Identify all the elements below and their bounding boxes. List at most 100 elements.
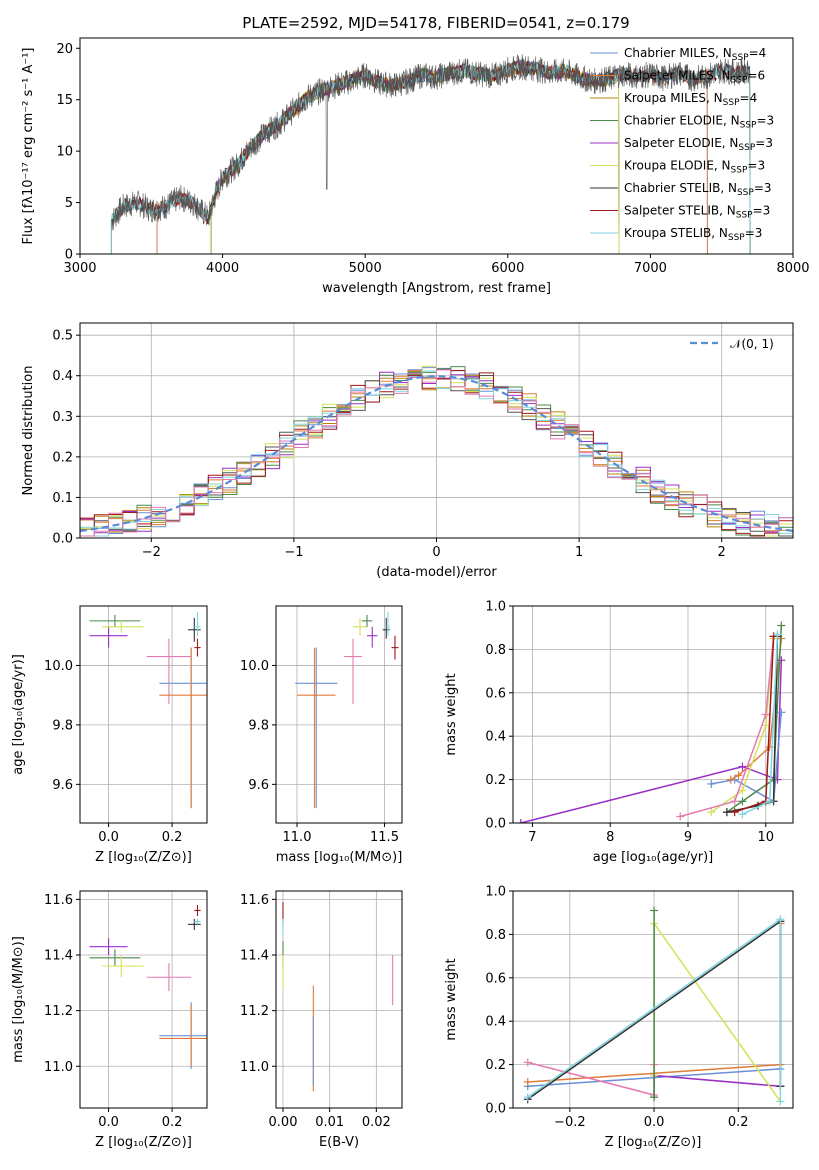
legend-entry: Chabrier STELIB, NSSP=3 bbox=[624, 181, 772, 198]
axes-frame bbox=[79, 605, 208, 824]
x-tick-label: 7000 bbox=[634, 261, 667, 276]
x-axis-label: (data-model)/error bbox=[376, 565, 497, 580]
y-axis-label: Flux [fλ10⁻¹⁷ erg cm⁻² s⁻¹ A⁻¹] bbox=[21, 48, 36, 245]
x-axis-label: Z [log₁₀(Z/Z⊙)] bbox=[605, 1135, 702, 1150]
y-tick-label: 0.8 bbox=[485, 928, 506, 943]
legend-text-sub: SSP bbox=[728, 233, 745, 243]
legend-text-value: =3 bbox=[755, 136, 773, 150]
plot-area-mass-vs-Z bbox=[89, 904, 207, 1070]
y-tick-label: 0.6 bbox=[485, 686, 506, 701]
x-tick-label: 8 bbox=[606, 830, 614, 845]
x-tick-label: 0.2 bbox=[162, 1115, 183, 1130]
x-tick-label: 1 bbox=[575, 545, 583, 560]
plot-area-age-vs-mass bbox=[295, 611, 399, 809]
plot-area-mass-weight-vs-Z bbox=[523, 906, 785, 1106]
legend-text-value: =3 bbox=[756, 114, 774, 128]
y-tick-label: 9.8 bbox=[52, 718, 73, 733]
legend-text-sub: SSP bbox=[731, 76, 748, 86]
y-tick-label: 20 bbox=[56, 42, 73, 57]
y-tick-label: 11.6 bbox=[240, 893, 269, 908]
y-tick-label: 10 bbox=[56, 145, 73, 160]
x-tick-label: 0.0 bbox=[98, 830, 119, 845]
x-tick-label: 0.00 bbox=[269, 1115, 298, 1130]
legend-text-value: =3 bbox=[753, 204, 771, 218]
y-tick-label: 9.6 bbox=[52, 778, 73, 793]
legend-entry: Chabrier ELODIE, NSSP=3 bbox=[624, 114, 774, 131]
mass-weight-line bbox=[520, 660, 783, 823]
legend-text-value: =4 bbox=[740, 91, 758, 105]
legend-text-sub: SSP bbox=[736, 211, 753, 221]
x-tick-label: −0.2 bbox=[554, 1115, 586, 1130]
legend-entry: Kroupa ELODIE, NSSP=3 bbox=[624, 159, 765, 176]
legend-entry: Salpeter STELIB, NSSP=3 bbox=[624, 204, 770, 221]
axes-frame bbox=[79, 37, 794, 255]
chart-age-vs-Z: 0.0 0.2 9.6 9.8 10.0 Z [log₁₀(Z/Z⊙)] age [log₁… bbox=[11, 605, 208, 865]
legend-text-value: =4 bbox=[749, 46, 767, 60]
y-tick-label: 11.0 bbox=[240, 1060, 269, 1075]
plot-area-mass-vs-EBV bbox=[282, 902, 394, 1092]
x-tick-label: 0.0 bbox=[644, 1115, 665, 1130]
y-tick-label: 9.6 bbox=[248, 778, 269, 793]
legend-text-sub: SSP bbox=[731, 166, 748, 176]
y-tick-label: 0.1 bbox=[52, 491, 73, 506]
x-tick-label: 11.5 bbox=[370, 830, 399, 845]
x-tick-label: 0 bbox=[432, 545, 440, 560]
y-tick-label: 11.6 bbox=[44, 893, 73, 908]
x-tick-label: 5000 bbox=[349, 261, 382, 276]
y-tick-label: 0.6 bbox=[485, 971, 506, 986]
chart-mass-weight-vs-Z: −0.2 0.0 0.2 0.0 0.2 0.4 0.6 0.8 1.0 Z [log₁₀(Z/Z… bbox=[444, 885, 794, 1150]
y-tick-label: 10.0 bbox=[44, 659, 73, 674]
y-tick-label: 11.2 bbox=[44, 1004, 73, 1019]
axes-frame bbox=[512, 605, 794, 824]
normal-reference-curve bbox=[80, 375, 793, 532]
legend-text-sub: SSP bbox=[740, 121, 757, 131]
axes-frame bbox=[512, 890, 794, 1109]
legend-entry: Chabrier MILES, NSSP=4 bbox=[624, 46, 766, 63]
x-tick-label: −1 bbox=[284, 545, 303, 560]
legend-text-value: =3 bbox=[754, 181, 772, 195]
y-axis-label: mass [log₁₀(M/M⊙)] bbox=[11, 936, 26, 1063]
y-tick-label: 1.0 bbox=[485, 600, 506, 615]
legend-text-value: =3 bbox=[745, 226, 763, 240]
legend-entry: Salpeter ELODIE, NSSP=3 bbox=[624, 136, 773, 153]
mass-weight-line bbox=[711, 712, 783, 803]
mass-weight-line bbox=[679, 636, 775, 818]
x-tick-label: 6000 bbox=[491, 261, 524, 276]
chart-age-vs-mass: 11.0 11.5 9.6 9.8 10.0 mass [log₁₀(M/M⊙)] bbox=[240, 605, 403, 865]
y-tick-label: 0.4 bbox=[485, 730, 506, 745]
x-tick-label: 7 bbox=[528, 830, 536, 845]
x-axis-label: Z [log₁₀(Z/Z⊙)] bbox=[95, 1135, 192, 1150]
y-tick-label: 11.4 bbox=[44, 948, 73, 963]
y-tick-label: 0.4 bbox=[52, 369, 73, 384]
x-tick-label: 9 bbox=[684, 830, 692, 845]
x-tick-label: 3000 bbox=[63, 261, 96, 276]
y-tick-label: 0.3 bbox=[52, 410, 73, 425]
chart-mass-vs-EBV: 0.00 0.01 0.02 11.0 11.2 11.4 11.6 E(B-V) bbox=[240, 890, 403, 1150]
axes-frame bbox=[79, 890, 208, 1109]
y-tick-label: 11.4 bbox=[240, 948, 269, 963]
legend-entry: Kroupa STELIB, NSSP=3 bbox=[624, 226, 762, 243]
x-axis-label: wavelength [Angstrom, rest frame] bbox=[322, 281, 551, 296]
x-tick-label: 0.2 bbox=[728, 1115, 749, 1130]
axes-frame bbox=[275, 890, 403, 1109]
x-tick-label: 8000 bbox=[776, 261, 809, 276]
x-tick-label: 0.02 bbox=[362, 1115, 391, 1130]
x-tick-label: −2 bbox=[142, 545, 161, 560]
y-axis-label: age [log₁₀(age/yr)] bbox=[11, 654, 26, 775]
legend-text-main: Salpeter STELIB, N bbox=[624, 204, 736, 218]
plot-area-spectrum bbox=[110, 54, 751, 254]
figure-title: PLATE=2592, MJD=54178, FIBERID=0541, z=0… bbox=[242, 14, 629, 32]
plot-area-residuals bbox=[80, 365, 793, 537]
legend-text-sub: SSP bbox=[738, 143, 755, 153]
x-axis-label: Z [log₁₀(Z/Z⊙)] bbox=[95, 850, 192, 865]
legend-text-main: Chabrier STELIB, N bbox=[624, 181, 737, 195]
legend-text-sub: SSP bbox=[732, 53, 749, 63]
legend-text-sub: SSP bbox=[723, 98, 740, 108]
plot-area-mass-weight-vs-age bbox=[516, 621, 786, 823]
x-tick-label: 0.0 bbox=[98, 1115, 119, 1130]
y-tick-label: 11.2 bbox=[240, 1004, 269, 1019]
y-axis-label: mass weight bbox=[444, 673, 459, 755]
